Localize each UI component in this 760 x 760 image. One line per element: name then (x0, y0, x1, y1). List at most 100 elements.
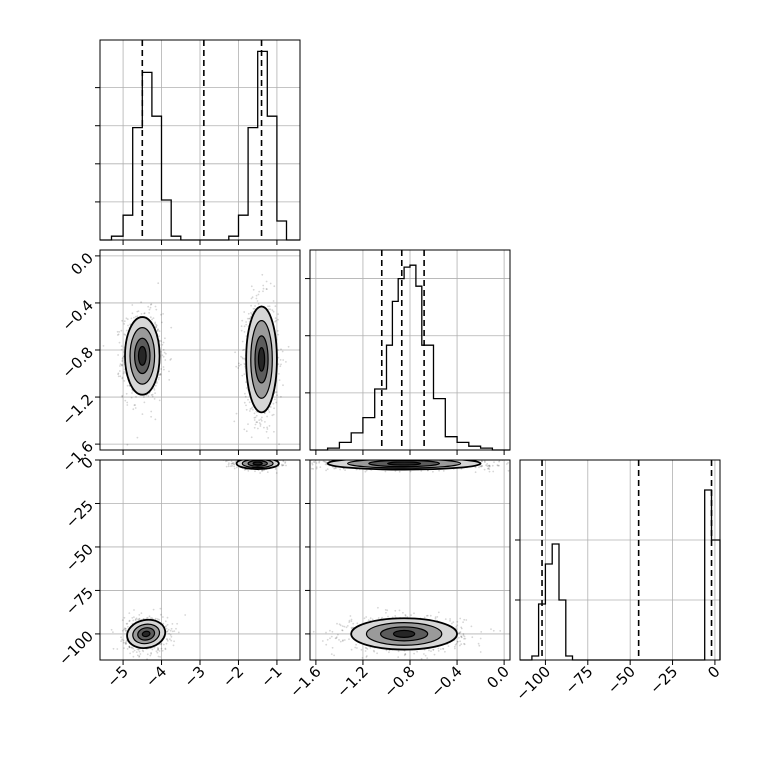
sample-point (345, 626, 348, 629)
sample-point (158, 374, 161, 376)
sample-point (406, 616, 409, 618)
sample-point (438, 458, 440, 460)
sample-point (331, 630, 334, 633)
sample-point (247, 470, 250, 472)
sample-point (481, 465, 483, 467)
sample-point (447, 645, 450, 647)
sample-point (415, 457, 417, 459)
sample-point (369, 646, 372, 649)
sample-point (372, 649, 375, 652)
sample-point (157, 328, 159, 330)
sample-point (262, 284, 265, 287)
sample-point (150, 652, 153, 654)
sample-point (137, 618, 140, 621)
sample-point (117, 372, 120, 375)
sample-point (124, 627, 127, 630)
sample-point (134, 404, 137, 406)
sample-point (325, 631, 327, 634)
sample-point (143, 312, 146, 315)
sample-point (392, 458, 394, 460)
sample-point (128, 645, 131, 648)
sample-point (123, 371, 125, 373)
sample-point (460, 636, 463, 638)
sample-point (480, 465, 482, 468)
sample-point (280, 363, 282, 366)
sample-point (243, 348, 246, 351)
sample-point (241, 356, 244, 359)
sample-point (295, 469, 297, 471)
sample-point (253, 419, 256, 421)
sample-point (159, 373, 162, 376)
sample-point (245, 430, 248, 433)
sample-point (442, 470, 445, 472)
sample-point (377, 606, 379, 609)
sample-point (124, 643, 127, 645)
sample-point (161, 354, 164, 357)
sample-point (124, 334, 127, 336)
sample-point (315, 466, 318, 468)
sample-point (231, 462, 234, 465)
sample-point (162, 341, 165, 344)
sample-point (413, 652, 415, 655)
sample-point (478, 644, 481, 647)
sample-point (234, 456, 236, 458)
sample-point (161, 343, 164, 346)
sample-point (140, 301, 143, 304)
sample-point (269, 308, 272, 311)
sample-point (150, 394, 153, 396)
sample-point (442, 647, 444, 650)
sample-point (244, 395, 247, 398)
sample-point (342, 467, 345, 470)
sample-point (126, 318, 129, 321)
sample-point (125, 392, 128, 395)
sample-point (479, 458, 481, 460)
sample-point (434, 458, 436, 460)
sample-point (112, 631, 114, 633)
sample-point (230, 465, 232, 468)
sample-point (121, 363, 124, 366)
sample-point (428, 649, 430, 652)
sample-point (341, 629, 344, 632)
sample-point (268, 411, 271, 413)
sample-point (274, 391, 277, 393)
sample-point (131, 312, 134, 315)
sample-point (225, 465, 228, 468)
sample-point (159, 607, 162, 610)
sample-point (268, 308, 270, 311)
sample-point (397, 650, 400, 653)
sample-point (150, 303, 153, 305)
sample-point (456, 620, 459, 623)
sample-point (156, 651, 159, 654)
sample-point (463, 642, 465, 645)
sample-point (269, 457, 271, 459)
sample-point (277, 318, 279, 321)
sample-point (132, 647, 135, 650)
sample-point (159, 643, 162, 646)
sample-point (285, 464, 287, 467)
sample-point (463, 637, 465, 640)
sample-point (458, 632, 461, 635)
sample-point (138, 618, 141, 621)
sample-point (474, 471, 477, 474)
sample-point (135, 617, 138, 620)
sample-point (245, 458, 247, 460)
sample-point (132, 408, 135, 411)
sample-point (459, 640, 461, 643)
sample-point (361, 657, 364, 659)
sample-point (433, 653, 436, 656)
sample-point (147, 305, 150, 308)
sample-point (480, 631, 483, 633)
sample-point (276, 330, 279, 332)
sample-point (266, 428, 269, 430)
sample-point (233, 463, 236, 466)
sample-point (259, 423, 262, 426)
sample-point (155, 650, 158, 653)
sample-point (138, 614, 141, 616)
sample-point (338, 639, 340, 641)
sample-point (128, 646, 131, 649)
sample-point (478, 466, 480, 469)
sample-point (121, 638, 123, 641)
sample-point (133, 609, 135, 611)
sample-point (454, 647, 456, 650)
sample-point (454, 456, 456, 458)
